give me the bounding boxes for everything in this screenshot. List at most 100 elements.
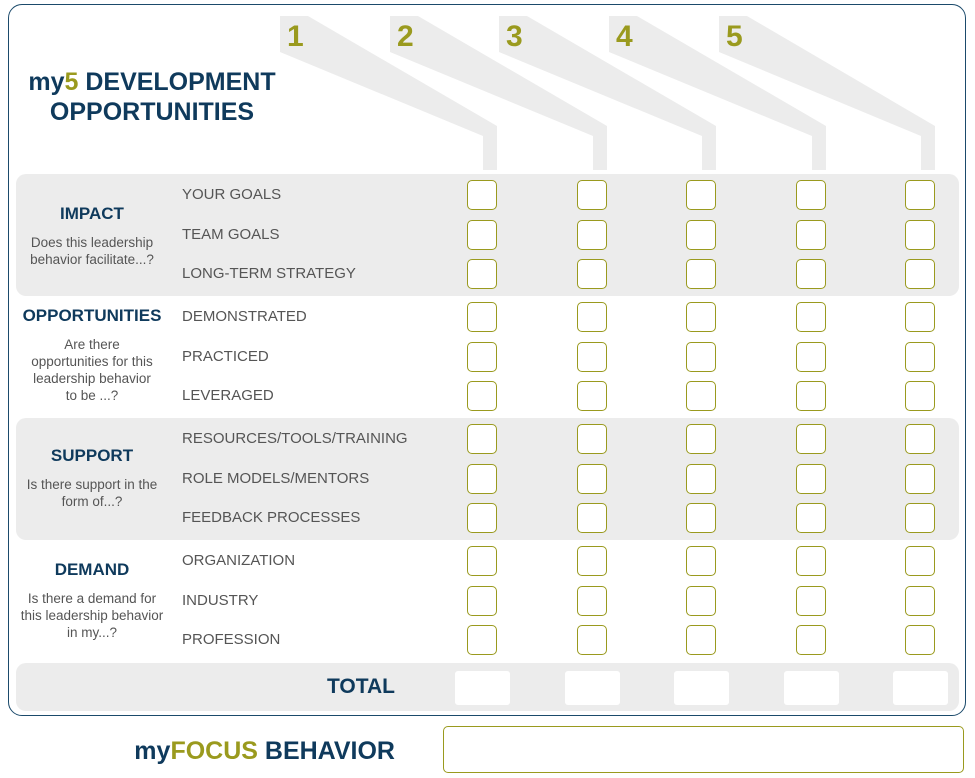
focus-behavior-input[interactable]	[443, 726, 964, 773]
score-checkbox-col-3[interactable]	[686, 625, 716, 655]
score-checkbox-col-3[interactable]	[686, 259, 716, 289]
focus-behavior-label: myFOCUS BEHAVIOR	[130, 737, 395, 766]
score-checkbox-col-2[interactable]	[577, 586, 607, 616]
score-checkbox-col-5[interactable]	[905, 625, 935, 655]
score-checkbox-col-3[interactable]	[686, 302, 716, 332]
focus-word: FOCUS	[170, 737, 258, 765]
score-checkbox-col-2[interactable]	[577, 302, 607, 332]
row-label: ROLE MODELS/MENTORS	[182, 470, 370, 487]
category-title: OPPORTUNITIES	[22, 306, 162, 325]
score-checkbox-col-4[interactable]	[796, 503, 826, 533]
score-checkbox-col-3[interactable]	[686, 586, 716, 616]
score-checkbox-col-5[interactable]	[905, 381, 935, 411]
column-number-3: 3	[506, 20, 523, 53]
title-five: 5	[64, 68, 79, 96]
score-checkbox-col-2[interactable]	[577, 259, 607, 289]
score-checkbox-col-5[interactable]	[905, 342, 935, 372]
score-checkbox-col-2[interactable]	[577, 546, 607, 576]
score-checkbox-col-1[interactable]	[467, 180, 497, 210]
score-checkbox-col-5[interactable]	[905, 464, 935, 494]
total-box-col-1[interactable]	[455, 671, 510, 705]
total-label: TOTAL	[326, 675, 395, 698]
title-my: my	[28, 68, 65, 96]
column-number-4: 4	[616, 20, 633, 53]
score-checkbox-col-3[interactable]	[686, 180, 716, 210]
score-checkbox-col-1[interactable]	[467, 546, 497, 576]
score-checkbox-col-5[interactable]	[905, 503, 935, 533]
total-box-col-2[interactable]	[565, 671, 620, 705]
page-title: my5 DEVELOPMENT OPPORTUNITIES	[22, 67, 282, 127]
focus-my: my	[134, 737, 171, 765]
score-checkbox-col-2[interactable]	[577, 220, 607, 250]
score-checkbox-col-4[interactable]	[796, 220, 826, 250]
total-box-col-3[interactable]	[674, 671, 729, 705]
category-title: SUPPORT	[50, 446, 134, 465]
worksheet-frame	[8, 4, 966, 716]
column-number-2: 2	[397, 20, 414, 53]
row-label: FEEDBACK PROCESSES	[182, 509, 361, 526]
row-label: TEAM GOALS	[182, 226, 280, 243]
score-checkbox-col-5[interactable]	[905, 586, 935, 616]
column-tab-4	[609, 16, 826, 170]
score-checkbox-col-2[interactable]	[577, 381, 607, 411]
total-box-col-4[interactable]	[784, 671, 839, 705]
score-checkbox-col-5[interactable]	[905, 259, 935, 289]
score-checkbox-col-4[interactable]	[796, 424, 826, 454]
row-label: PROFESSION	[182, 631, 281, 648]
column-tab-5	[719, 16, 935, 170]
score-checkbox-col-5[interactable]	[905, 424, 935, 454]
score-checkbox-col-1[interactable]	[467, 381, 497, 411]
category-question: Does this leadership behavior facilitate…	[30, 235, 154, 267]
score-checkbox-col-3[interactable]	[686, 546, 716, 576]
score-checkbox-col-5[interactable]	[905, 180, 935, 210]
score-checkbox-col-4[interactable]	[796, 259, 826, 289]
score-checkbox-col-3[interactable]	[686, 424, 716, 454]
score-checkbox-col-4[interactable]	[796, 180, 826, 210]
score-checkbox-col-5[interactable]	[905, 220, 935, 250]
score-checkbox-col-1[interactable]	[467, 464, 497, 494]
column-header-tabs	[280, 16, 935, 170]
score-checkbox-col-5[interactable]	[905, 546, 935, 576]
score-checkbox-col-5[interactable]	[905, 302, 935, 332]
row-label: LEVERAGED	[182, 387, 274, 404]
score-checkbox-col-2[interactable]	[577, 503, 607, 533]
score-checkbox-col-3[interactable]	[686, 342, 716, 372]
category-question: Are there opportunities for this leaders…	[31, 337, 153, 403]
score-checkbox-col-1[interactable]	[467, 625, 497, 655]
score-checkbox-col-3[interactable]	[686, 220, 716, 250]
score-checkbox-col-3[interactable]	[686, 464, 716, 494]
score-checkbox-col-2[interactable]	[577, 625, 607, 655]
column-tab-3	[499, 16, 716, 170]
score-checkbox-col-4[interactable]	[796, 586, 826, 616]
score-checkbox-col-1[interactable]	[467, 586, 497, 616]
score-checkbox-col-3[interactable]	[686, 381, 716, 411]
score-checkbox-col-2[interactable]	[577, 342, 607, 372]
row-label: INDUSTRY	[182, 592, 259, 609]
score-checkbox-col-4[interactable]	[796, 342, 826, 372]
score-checkbox-col-1[interactable]	[467, 342, 497, 372]
score-checkbox-col-2[interactable]	[577, 464, 607, 494]
row-label: YOUR GOALS	[182, 186, 282, 203]
score-checkbox-col-2[interactable]	[577, 424, 607, 454]
score-checkbox-col-2[interactable]	[577, 180, 607, 210]
score-checkbox-col-1[interactable]	[467, 302, 497, 332]
category-demand: DEMAND Is there a demand for this leaders…	[16, 560, 168, 641]
total-box-col-5[interactable]	[893, 671, 948, 705]
score-checkbox-col-4[interactable]	[796, 464, 826, 494]
row-label: DEMONSTRATED	[182, 308, 307, 325]
score-checkbox-col-1[interactable]	[467, 424, 497, 454]
title-line2: OPPORTUNITIES	[49, 98, 255, 126]
score-checkbox-col-1[interactable]	[467, 220, 497, 250]
row-label: ORGANIZATION	[182, 552, 296, 569]
score-checkbox-col-4[interactable]	[796, 302, 826, 332]
score-checkbox-col-3[interactable]	[686, 503, 716, 533]
score-checkbox-col-4[interactable]	[796, 381, 826, 411]
score-checkbox-col-1[interactable]	[467, 503, 497, 533]
score-checkbox-col-1[interactable]	[467, 259, 497, 289]
category-title: IMPACT	[60, 204, 124, 223]
column-number-5: 5	[726, 20, 743, 53]
column-number-1: 1	[287, 20, 304, 53]
score-checkbox-col-4[interactable]	[796, 625, 826, 655]
score-checkbox-col-4[interactable]	[796, 546, 826, 576]
category-opportunities: OPPORTUNITIES Are there opportunities for…	[16, 306, 168, 404]
